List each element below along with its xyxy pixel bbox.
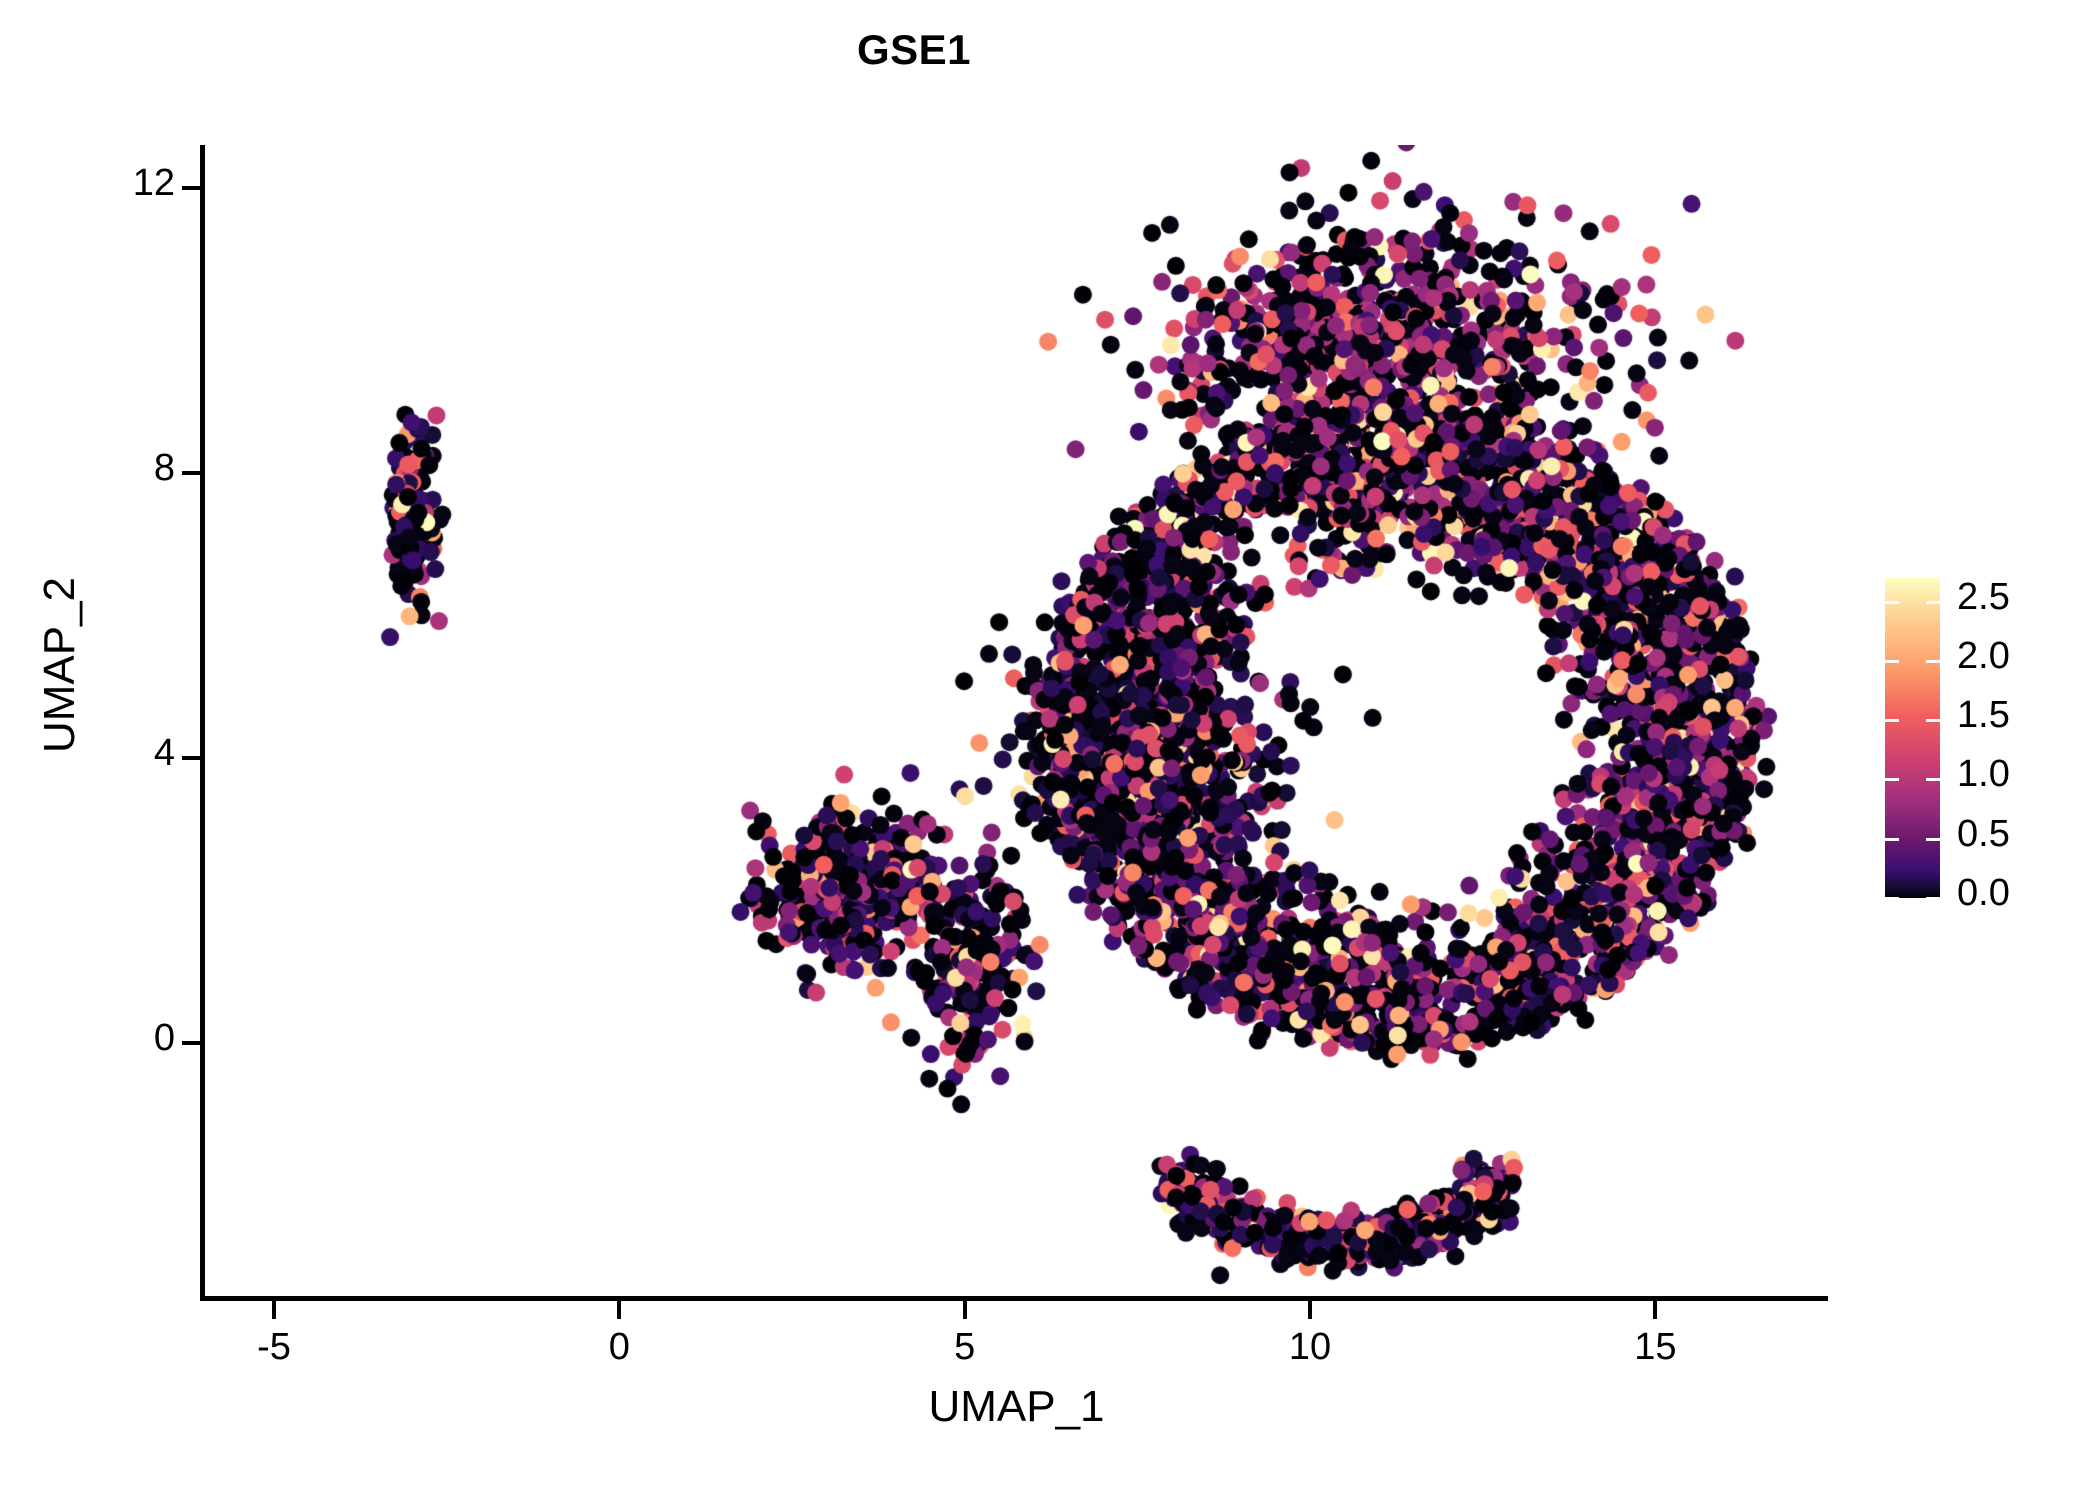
y-axis-title: UMAP_2 (35, 576, 84, 754)
y-tick-mark (182, 470, 200, 475)
colorbar-tick-label: 0.0 (1957, 872, 2010, 914)
colorbar-tick (1885, 897, 1940, 900)
colorbar-tick-label: 2.0 (1957, 634, 2010, 677)
colorbar-tick-label: 0.5 (1957, 812, 2010, 855)
x-tick-mark (1653, 1301, 1658, 1319)
x-tick-label: 0 (608, 1326, 630, 1368)
colorbar-tick-label: 1.0 (1957, 753, 2010, 796)
x-axis-title: UMAP_1 (928, 1382, 1105, 1431)
y-tick-label: 12 (132, 161, 175, 204)
x-axis-line (200, 1296, 1828, 1301)
x-tick-label: 15 (1634, 1326, 1677, 1368)
y-axis-line (200, 145, 205, 1301)
plot-panel (205, 145, 1828, 1299)
y-tick-label: 8 (153, 446, 175, 489)
y-tick-mark (182, 1040, 200, 1045)
x-tick-mark (272, 1301, 277, 1319)
scatter-plot-canvas (205, 145, 1828, 1299)
colorbar-tick-label: 1.5 (1957, 694, 2010, 737)
colorbar-gradient (1885, 578, 1940, 898)
y-tick-label: 0 (153, 1016, 175, 1059)
colorbar-tick-label: 2.5 (1957, 575, 2010, 618)
y-tick-mark (182, 185, 200, 190)
x-tick-mark (617, 1301, 622, 1319)
colorbar-tick (1885, 600, 1940, 604)
x-tick-label: 5 (954, 1326, 976, 1368)
colorbar-tick (1885, 659, 1940, 663)
colorbar-tick (1885, 719, 1940, 723)
y-tick-mark (182, 755, 200, 760)
colorbar-tick (1885, 837, 1940, 841)
colorbar-tick (1885, 778, 1940, 782)
colorbar-legend: 2.5 2.0 1.5 1.0 0.5 0.0 (1885, 575, 2085, 918)
x-tick-mark (962, 1301, 967, 1319)
page-title: GSE1 (856, 26, 972, 73)
x-tick-label: -5 (257, 1326, 291, 1368)
y-tick-label: 4 (153, 731, 175, 774)
x-tick-label: 10 (1288, 1326, 1332, 1368)
x-tick-mark (1308, 1301, 1313, 1319)
